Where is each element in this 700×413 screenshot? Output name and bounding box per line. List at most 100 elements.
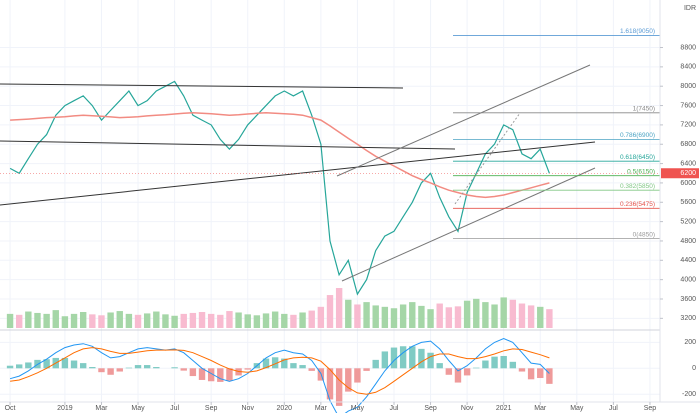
volume-bar [290,314,297,328]
volume-bar [116,311,123,328]
macd-histogram-bar [482,360,489,369]
volume-bar [43,313,50,328]
volume-bar [271,311,279,328]
y-tick-label: 6000 [680,180,696,187]
x-tick-label: 2021 [496,405,512,412]
y-tick-label: 6800 [680,141,696,148]
x-tick-label: May [570,405,584,412]
x-tick-label: Jul [609,405,618,412]
fib-label: 0.382(5850) [620,183,655,190]
x-tick-label: 2019 [57,405,73,412]
axes: 3200 3600 4000 4400 4800 5200 5600 6000 6400 6800… [0,44,699,412]
macd-histogram-bar [546,368,553,384]
macd-histogram-bar [244,368,251,370]
volume-bar [399,304,407,328]
y-tick-label: 5200 [680,218,696,225]
fib-label: 0(4850) [633,231,655,238]
volume-bar [445,307,453,328]
x-tick-label: May [131,405,145,412]
volume-bar [25,311,32,328]
y-tick-label: 8000 [680,83,696,90]
price-axis [660,0,700,413]
macd-histogram-bar [198,368,206,380]
channel-line [336,64,591,177]
macd-histogram-bar [153,367,160,369]
volume-bar [345,299,352,328]
volume-bar [317,306,325,328]
main-pane [9,80,550,296]
macd-histogram-bar [171,367,178,369]
macd-histogram-bar [25,362,32,369]
macd-histogram-bar [281,358,288,369]
fib-layer: 1.618(9050) 1(7450) 0.786(6900) 0.618(6450)… [453,28,660,239]
macd-histogram-bar [6,365,14,369]
currency-label: IDR [684,5,696,12]
volume-bar [509,299,517,328]
macd-histogram-bar [363,368,370,371]
volume-bar [363,302,370,328]
volume-bar [354,304,361,328]
macd-histogram-bar [189,368,197,377]
fib-label: 0.5(6150) [627,168,655,175]
series-line [9,337,550,413]
volume-bar [6,313,14,328]
volume-bar [372,305,379,328]
macd-histogram-bar [335,368,343,406]
macd-histogram-bar [509,361,517,369]
macd-histogram-bar [381,351,389,369]
volume-bar [473,298,480,328]
volume-bar [107,312,114,328]
macd-histogram-bar [43,359,50,369]
macd-histogram-bar [518,368,526,372]
x-tick-label: Jul [170,405,179,412]
macd-histogram-bar [89,367,96,369]
volume-bar [390,308,398,328]
macd-histogram-bar [180,368,187,371]
series-line [9,80,550,296]
grid [0,0,660,402]
volume-bar [217,314,224,328]
macd-histogram-bar [463,368,471,376]
fib-label: 0.786(6900) [620,132,655,139]
volume-bar [52,310,59,328]
y-tick-label: 7200 [680,122,696,129]
trend-line [0,83,404,89]
macd-histogram-bar [409,346,416,369]
x-tick-label: Oct [5,405,16,412]
x-tick-label: Mar [534,405,547,412]
volume-bar [125,313,133,328]
macd-histogram-bar [134,365,142,369]
volume-bar [463,300,471,328]
volume-bar [70,313,78,328]
macd-tick-label: -200 [682,391,696,398]
series-line [10,347,550,395]
fib-label: 0.618(6450) [620,154,655,161]
channel-line [341,167,596,282]
volume-bar [381,306,389,328]
x-tick-label: Nov [461,405,474,412]
macd-histogram-bar [125,367,133,369]
macd-histogram-bar [70,360,78,369]
x-tick-label: Nov [242,405,255,412]
macd-histogram-bar [217,368,224,382]
volume-bar [143,313,151,328]
volume-bar [454,306,462,328]
fib-trend [454,112,521,205]
y-tick-label: 6400 [680,160,696,167]
macd-histogram-bar [107,368,114,375]
x-tick-label: Mar [95,405,108,412]
y-tick-label: 4400 [680,257,696,264]
macd-histogram-bar [290,363,297,369]
volume-bar [171,315,178,328]
volume-bar [235,312,242,328]
volume-bar [427,309,434,328]
volume-bar [134,314,142,328]
x-tick-label: Mar [315,405,328,412]
y-tick-label: 7600 [680,102,696,109]
volume-bar [207,313,215,328]
volume-bar [537,306,544,328]
volume-bar [153,311,160,328]
volume-bar [335,288,343,328]
